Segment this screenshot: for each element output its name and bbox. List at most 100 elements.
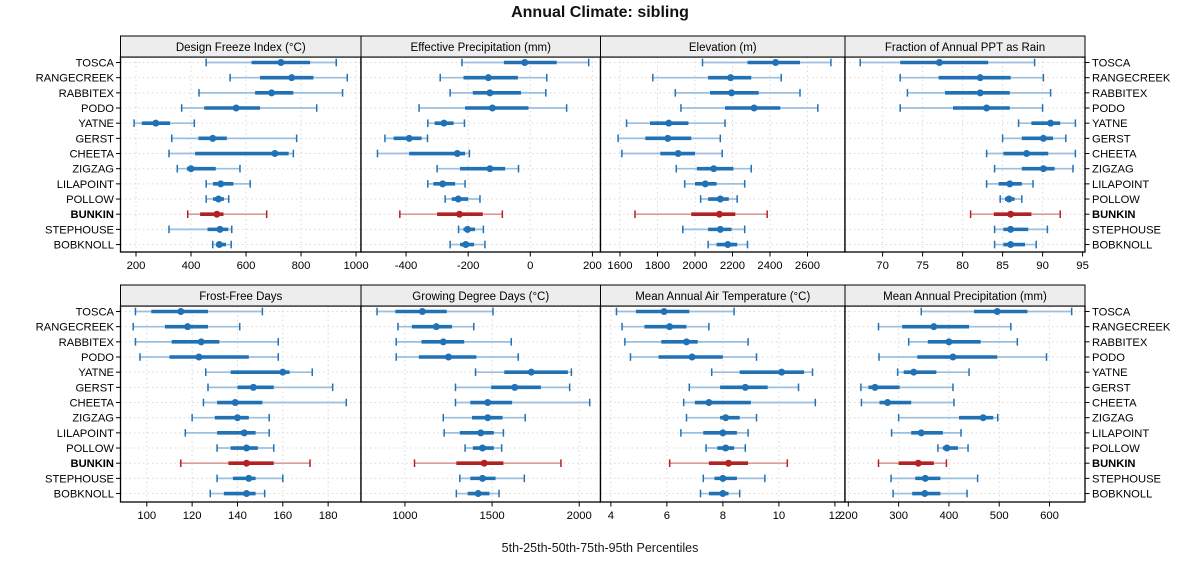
panel-design-freeze-index: Design Freeze Index (°C) 200 400 600 800 1000 [116,35,369,272]
station-label-left-pollow: POLLOW [66,194,114,206]
pointrange-podo [395,353,519,361]
median-dot [217,180,225,188]
median-dot [660,308,668,315]
station-label-right-tosca: TOSCA [1092,307,1131,319]
x-tick-label: 400 [182,260,201,272]
pointrange-bunkin [668,459,789,467]
median-dot [724,241,732,249]
pointrange-rabbitex [674,89,801,97]
median-dot [439,338,447,346]
median-dot [511,383,519,391]
x-axis-design-freeze-index: 200 400 600 800 1000 [127,252,369,272]
pointrange-bunkin [634,210,768,218]
x-tick-label: 200 [839,510,858,522]
pointrange-podo [418,104,568,112]
x-tick-label: 200 [583,260,602,272]
median-dot [288,74,296,82]
station-label-left-rangecreek: RANGECREEK [36,322,115,334]
pointrange-podo [899,104,1044,112]
x-tick-label: 85 [996,260,1009,272]
median-dot [478,444,486,452]
x-tick-label: 0 [527,260,533,272]
x-axis-mean-annual-precipitation: 200 300 400 500 600 [839,502,1059,522]
station-label-right-bunkin: BUNKIN [1092,209,1136,221]
station-label-right-zigzag: ZIGZAG [1092,164,1134,176]
median-dot [701,180,709,188]
station-label-right-cheeta: CHEETA [1092,149,1137,161]
station-label-right-zigzag: ZIGZAG [1092,413,1134,425]
station-label-left-lilapoint: LILAPOINT [57,179,114,191]
x-tick-label: 2200 [720,260,745,272]
pointrange-zigzag [993,164,1074,173]
x-tick-label: 1500 [480,510,505,522]
pointrange-pollow [699,195,738,203]
strip-fraction-annual-ppt-rain: Fraction of Annual PPT as Rain [844,35,1086,58]
strip-title: Effective Precipitation (mm) [411,42,552,54]
pointrange-tosca [859,58,1036,67]
station-label-right-cheeta: CHEETA [1092,398,1137,410]
pointrange-tosca [376,307,494,316]
pointrange-zigzag [436,164,520,173]
gridlines-design-freeze-index [120,57,361,252]
gridlines-growing-degree-days [361,306,601,502]
pointrange-stephouse [890,474,979,483]
pointrange-zigzag [176,164,241,173]
station-label-right-podo: PODO [1092,352,1125,364]
station-label-right-lilapoint: LILAPOINT [1092,179,1149,191]
x-tick-label: 70 [876,260,889,272]
pointrange-stephouse [168,225,233,234]
median-dot [445,353,453,361]
x-tick-label: 8 [720,510,726,522]
x-tick-label: 6 [664,510,670,522]
x-tick-label: 120 [183,510,202,522]
strip-frost-free-days: Frost-Free Days [120,284,362,307]
median-dot [1007,241,1015,249]
median-dot [664,134,672,142]
pointrange-cheeta [682,398,817,407]
pointrange-podo [878,353,1048,361]
pointrange-yatne [625,119,726,127]
median-dot [279,368,287,376]
pointrange-yatne [896,368,970,376]
pointrange-zigzag [442,413,526,422]
axis-caption: 5th-25th-50th-75th-95th Percentiles [501,541,699,555]
station-label-right-bobknoll: BOBKNOLL [1092,489,1152,501]
x-tick-label: -200 [457,260,480,272]
pointrange-rabbitex [449,89,547,97]
x-tick-label: 75 [916,260,929,272]
station-label-left-zigzag: ZIGZAG [72,164,114,176]
median-dot [462,241,470,249]
median-dot [1023,150,1031,158]
pointrange-yatne [133,119,196,127]
x-tick-label: 180 [319,510,338,522]
pointrange-cheeta [202,398,348,407]
median-dot [215,195,223,203]
median-dot [976,74,984,82]
x-tick-label: 1000 [343,260,368,272]
median-dot [484,74,492,82]
x-tick-label: 200 [127,260,146,272]
gridlines-effective-precipitation [361,57,601,252]
station-label-left-stephouse: STEPHOUSE [45,473,114,485]
median-dot [249,383,257,391]
pointrange-gerst [384,134,429,143]
strip-title: Elevation (m) [689,42,757,54]
pointrange-bobknoll [209,489,266,498]
x-tick-label: 10 [773,510,786,522]
median-dot [184,323,192,331]
median-dot [716,195,724,203]
median-dot [1039,134,1047,142]
median-dot [439,180,447,188]
median-dot [1039,165,1047,173]
pointrange-stephouse [216,474,284,483]
pointrange-cheeta [621,149,723,158]
pointrange-lilapoint [890,429,962,437]
median-dot [1007,210,1015,218]
median-dot [871,383,879,391]
pointrange-rabbitex [624,338,749,346]
strip-title: Growing Degree Days (°C) [412,291,549,303]
pointrange-podo [629,353,758,361]
pointrange-podo [180,104,318,112]
pointrange-stephouse [682,225,746,234]
x-tick-label: 95 [1076,260,1089,272]
